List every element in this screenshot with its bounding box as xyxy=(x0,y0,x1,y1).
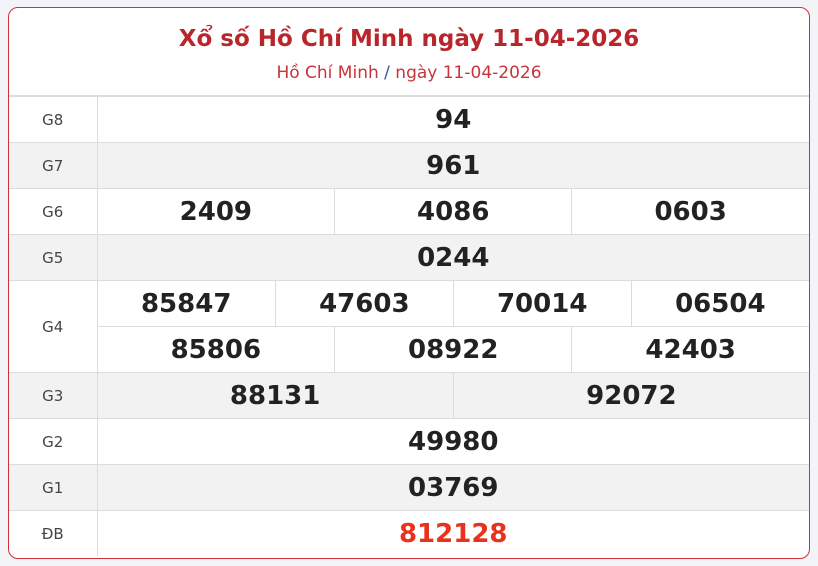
special-prize-number: 812128 xyxy=(96,510,809,556)
prize-label: G5 xyxy=(9,234,98,281)
prize-number: 0603 xyxy=(571,189,809,234)
prize-number: 961 xyxy=(96,142,809,189)
prize-row-g1: G1 03769 xyxy=(9,464,809,511)
breadcrumb-region-link[interactable]: Hồ Chí Minh xyxy=(276,63,379,83)
breadcrumb-date: ngày 11-04-2026 xyxy=(395,63,542,83)
prize-number: 08922 xyxy=(334,327,573,372)
prize-label: G6 xyxy=(9,188,98,235)
prize-label: G1 xyxy=(9,464,98,511)
prize-number: 94 xyxy=(96,96,809,143)
prize-row-g4-second: 85806 08922 42403 xyxy=(9,326,809,373)
prize-number: 42403 xyxy=(571,327,809,372)
prize-number: 2409 xyxy=(97,189,336,234)
prize-number: 4086 xyxy=(334,189,573,234)
prize-row-g5: G5 0244 xyxy=(9,234,809,281)
prize-number: 92072 xyxy=(452,373,809,418)
prize-row-g3: G3 88131 92072 xyxy=(9,372,809,419)
prize-number: 70014 xyxy=(452,281,632,326)
prize-label: G2 xyxy=(9,418,98,465)
prize-row-g8: G8 94 xyxy=(9,96,809,143)
prize-row-g4: G4 85847 47603 70014 06504 xyxy=(9,280,809,373)
prize-row-g6: G6 2409 4086 0603 xyxy=(9,188,809,235)
page-title: Xổ số Hồ Chí Minh ngày 11-04-2026 xyxy=(178,26,640,52)
prize-number: 85806 xyxy=(97,327,336,372)
prize-number: 0244 xyxy=(96,234,809,281)
prize-number: 47603 xyxy=(274,281,454,326)
results-header: Xổ số Hồ Chí Minh ngày 11-04-2026 Hồ Chí… xyxy=(9,8,809,96)
prize-number: 88131 xyxy=(97,373,454,418)
prize-row-g2: G2 49980 xyxy=(9,418,809,465)
results-table: G8 94 G7 961 G6 2409 4086 0603 G5 0244 G… xyxy=(9,96,809,556)
prize-label: G7 xyxy=(9,142,98,189)
prize-label: ĐB xyxy=(9,510,98,556)
prize-number: 85847 xyxy=(97,281,276,326)
prize-row-special: ĐB 812128 xyxy=(9,510,809,556)
prize-row-g7: G7 961 xyxy=(9,142,809,189)
breadcrumb-separator: / xyxy=(384,63,390,83)
results-card: Xổ số Hồ Chí Minh ngày 11-04-2026 Hồ Chí… xyxy=(8,7,810,559)
prize-number: 49980 xyxy=(96,418,809,465)
prize-number: 03769 xyxy=(96,464,809,511)
breadcrumb: Hồ Chí Minh / ngày 11-04-2026 xyxy=(9,62,809,84)
prize-number: 06504 xyxy=(630,281,809,326)
prize-label: G4 xyxy=(9,280,98,373)
prize-label: G8 xyxy=(9,96,98,143)
prize-label: G3 xyxy=(9,372,98,419)
